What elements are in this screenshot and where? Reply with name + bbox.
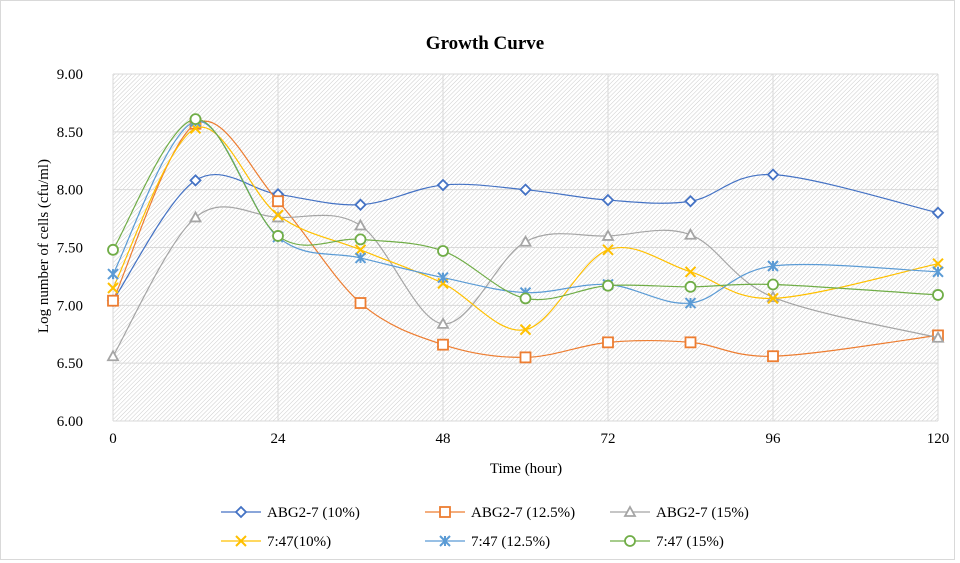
series-2-point xyxy=(684,336,697,349)
x-axis-label: Time (hour) xyxy=(490,461,562,477)
series-5-point xyxy=(107,268,119,280)
series-6-point xyxy=(437,245,449,257)
series-5-point xyxy=(354,252,367,264)
x-tick-label: 120 xyxy=(927,431,950,447)
y-tick-label: 8.00 xyxy=(57,183,83,199)
y-tick-label: 7.50 xyxy=(57,241,83,257)
legend-item-label: 7:47(10%) xyxy=(267,534,331,550)
series-1-point xyxy=(601,193,615,207)
y-tick-label: 9.00 xyxy=(57,67,83,83)
series-6-point xyxy=(354,233,367,246)
series-6-point xyxy=(189,113,202,126)
chart-title: Growth Curve xyxy=(426,33,544,54)
legend-item-label: ABG2-7 (12.5%) xyxy=(471,505,575,521)
series-1-point xyxy=(766,168,780,181)
legend-marker xyxy=(234,505,248,519)
series-6-point xyxy=(519,292,532,305)
series-5-point xyxy=(932,266,944,278)
series-1-point xyxy=(354,198,367,211)
x-tick-label: 24 xyxy=(271,431,287,447)
series-3-point xyxy=(353,218,368,231)
series-4-point xyxy=(684,266,697,278)
series-2-point xyxy=(354,297,367,309)
series-1-point xyxy=(436,178,450,192)
legend-marker xyxy=(439,535,451,547)
series-1-point xyxy=(931,206,945,220)
legend-marker xyxy=(624,535,636,547)
series-line-2 xyxy=(112,120,939,358)
series-6-point xyxy=(602,279,614,292)
series-1-point xyxy=(684,194,697,208)
series-6-point xyxy=(932,289,944,301)
y-tick-label: 8.50 xyxy=(57,125,83,141)
series-6-point xyxy=(767,278,779,291)
y-tick-label: 6.00 xyxy=(57,414,83,430)
series-2-point xyxy=(437,338,449,351)
series-line-6 xyxy=(112,118,939,301)
series-2-point xyxy=(767,350,779,363)
legend-item-label: 7:47 (12.5%) xyxy=(471,534,550,550)
series-4-point xyxy=(932,257,944,270)
series-4-point xyxy=(767,292,779,305)
series-4-point xyxy=(107,282,119,294)
series-4-point xyxy=(354,244,367,256)
legend-marker xyxy=(235,535,247,547)
series-3-point xyxy=(931,330,945,343)
series-6-point xyxy=(684,280,697,293)
y-tick-label: 6.50 xyxy=(57,356,83,372)
series-line-3 xyxy=(112,206,939,357)
series-2-point xyxy=(519,351,532,364)
series-1-point xyxy=(519,183,532,196)
series-5-point xyxy=(767,260,779,272)
series-5-point xyxy=(437,271,449,284)
legend-item-label: ABG2-7 (10%) xyxy=(267,505,360,521)
series-6-point xyxy=(107,243,119,256)
series-2-point xyxy=(107,294,119,307)
x-tick-label: 72 xyxy=(601,431,616,447)
x-tick-label: 48 xyxy=(436,431,451,447)
legend-item-label: ABG2-7 (15%) xyxy=(656,505,749,521)
x-tick-label: 0 xyxy=(109,431,117,447)
series-line-1 xyxy=(112,174,939,302)
series-6-point xyxy=(272,230,284,242)
y-axis-label: Log number of cells (cfu/ml) xyxy=(36,159,52,333)
series-1-point xyxy=(189,174,202,187)
y-tick-label: 7.00 xyxy=(57,298,83,314)
series-3-point xyxy=(683,227,698,240)
series-4-point xyxy=(519,323,532,336)
x-tick-label: 96 xyxy=(766,431,782,447)
legend-marker xyxy=(623,505,637,517)
series-3-point xyxy=(188,210,203,223)
series-4-point xyxy=(602,244,614,256)
series-2-point xyxy=(602,336,614,349)
series-4-point xyxy=(272,209,284,221)
series-5-point xyxy=(684,297,697,309)
series-2-point xyxy=(272,195,284,208)
series-3-point xyxy=(436,316,450,329)
legend-item-label: 7:47 (15%) xyxy=(656,534,724,550)
series-3-point xyxy=(106,349,120,362)
legend-marker xyxy=(439,506,451,518)
series-3-point xyxy=(601,229,615,241)
series-3-point xyxy=(518,234,533,247)
